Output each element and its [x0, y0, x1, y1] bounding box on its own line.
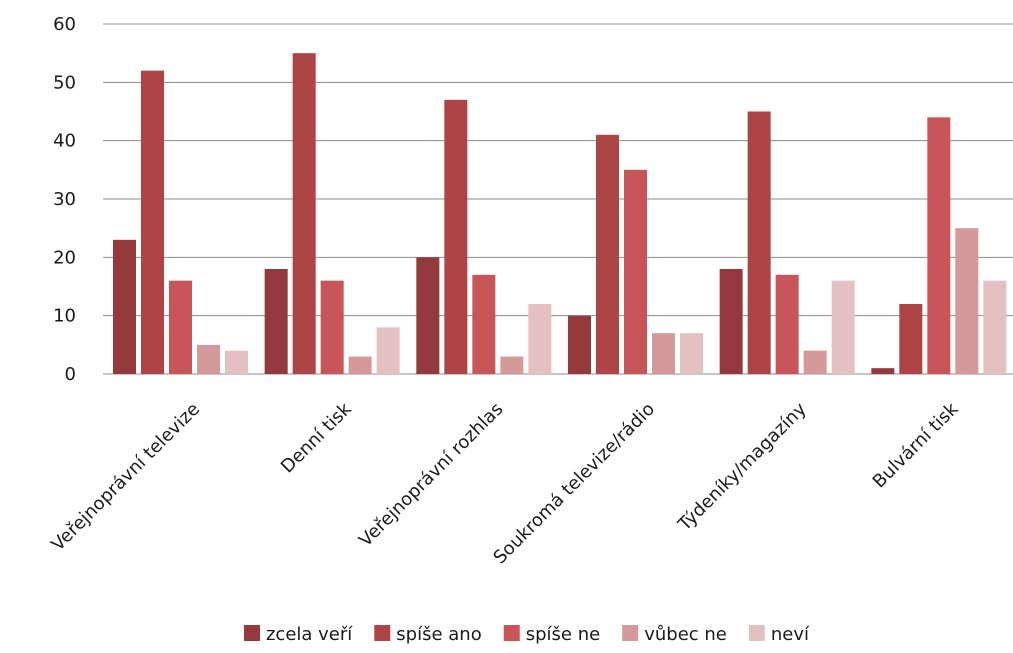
bar — [169, 280, 192, 374]
bar — [197, 344, 220, 374]
bar — [528, 304, 552, 374]
bar — [899, 304, 923, 374]
bar — [320, 280, 344, 374]
y-tick-label: 30 — [53, 189, 76, 210]
y-tick-label: 60 — [53, 14, 76, 35]
x-category-label: Soukromá televize/rádio — [489, 399, 659, 569]
legend-label: vůbec ne — [644, 624, 727, 645]
bar — [983, 280, 1007, 374]
bar — [719, 269, 743, 374]
x-category-label: Bulvární tisk — [869, 398, 963, 492]
bar — [472, 274, 496, 374]
bar — [568, 315, 591, 374]
bars — [113, 53, 1007, 375]
x-category-label: Veřejnoprávní rozhlas — [355, 399, 507, 551]
legend-swatch — [243, 625, 260, 641]
bar — [831, 280, 855, 374]
x-category-label: Denní tisk — [277, 398, 356, 477]
bar — [292, 53, 316, 375]
y-axis-ticks: 0 10 20 30 40 50 60 — [53, 14, 76, 385]
legend-item: spíše ne — [503, 624, 600, 645]
bar — [775, 274, 799, 374]
y-tick-label: 20 — [53, 247, 76, 268]
y-tick-label: 0 — [65, 364, 76, 385]
bar — [652, 333, 675, 374]
bar — [747, 111, 771, 374]
legend-swatch — [748, 625, 765, 641]
legend-label: spíše ne — [526, 624, 600, 645]
bar — [348, 356, 372, 374]
bar — [225, 350, 248, 374]
legend-item: neví — [748, 624, 810, 645]
bar — [680, 333, 703, 374]
legend-swatch — [622, 625, 639, 641]
gridlines — [103, 23, 1013, 375]
y-tick-label: 10 — [53, 306, 76, 327]
bar — [500, 356, 524, 374]
bar — [596, 134, 619, 374]
bar — [141, 70, 164, 375]
legend-item: spíše ano — [374, 624, 482, 645]
x-category-label: Týdeníky/magazíny — [674, 398, 811, 535]
bar — [264, 269, 288, 374]
x-axis-categories: Veřejnoprávní televize Denní tisk Veřejnop… — [47, 398, 962, 568]
legend-item: zcela veří — [243, 624, 353, 645]
legend-swatch — [374, 625, 391, 641]
legend: zcela veří spíše ano spíše ne vůbec ne neví — [243, 624, 810, 645]
bar — [416, 257, 440, 374]
bar — [376, 327, 400, 374]
bar — [113, 239, 136, 374]
y-tick-label: 40 — [53, 131, 76, 152]
x-category-label: Veřejnoprávní televize — [47, 399, 204, 556]
bar — [927, 117, 951, 374]
y-tick-label: 50 — [53, 72, 76, 93]
bar — [624, 169, 647, 374]
legend-label: zcela veří — [266, 624, 353, 645]
bar — [871, 368, 895, 374]
bar — [444, 99, 468, 374]
bar — [803, 350, 827, 374]
legend-swatch — [503, 625, 520, 641]
legend-label: spíše ano — [396, 624, 481, 645]
legend-item: vůbec ne — [622, 624, 727, 645]
legend-label: neví — [771, 624, 810, 645]
bar — [955, 228, 979, 374]
